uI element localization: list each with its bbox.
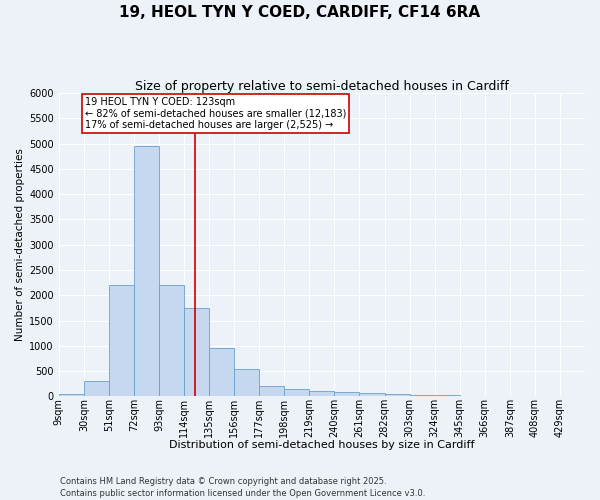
Bar — [310, 392, 334, 396]
Y-axis label: Number of semi-detached properties: Number of semi-detached properties — [15, 148, 25, 341]
Bar — [359, 394, 385, 396]
Bar — [84, 382, 109, 396]
Bar — [259, 386, 284, 396]
Bar — [284, 389, 310, 396]
Bar — [410, 395, 434, 396]
Bar — [159, 285, 184, 397]
Bar — [134, 146, 159, 397]
X-axis label: Distribution of semi-detached houses by size in Cardiff: Distribution of semi-detached houses by … — [169, 440, 475, 450]
Bar — [334, 392, 359, 396]
Text: Contains HM Land Registry data © Crown copyright and database right 2025.
Contai: Contains HM Land Registry data © Crown c… — [60, 476, 425, 498]
Bar — [184, 308, 209, 396]
Bar — [209, 348, 234, 397]
Bar — [385, 394, 410, 396]
Bar — [109, 285, 134, 397]
Text: 19 HEOL TYN Y COED: 123sqm
← 82% of semi-detached houses are smaller (12,183)
17: 19 HEOL TYN Y COED: 123sqm ← 82% of semi… — [85, 96, 346, 130]
Bar — [234, 368, 259, 396]
Text: 19, HEOL TYN Y COED, CARDIFF, CF14 6RA: 19, HEOL TYN Y COED, CARDIFF, CF14 6RA — [119, 5, 481, 20]
Bar — [59, 394, 84, 396]
Title: Size of property relative to semi-detached houses in Cardiff: Size of property relative to semi-detach… — [135, 80, 509, 93]
